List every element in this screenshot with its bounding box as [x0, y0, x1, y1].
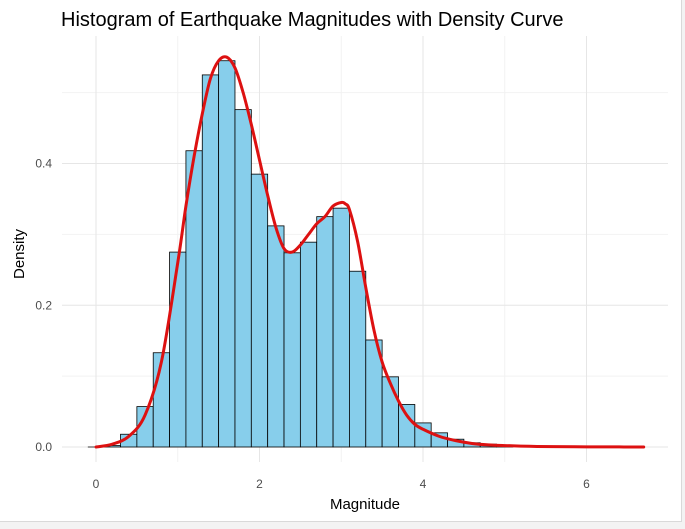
y-tick-label: 0.0 [35, 440, 52, 454]
histogram-bar [250, 173, 269, 448]
histogram-bar [201, 74, 220, 448]
x-tick-label: 2 [256, 477, 263, 491]
histogram-bar [349, 270, 367, 448]
histogram-bar [283, 252, 301, 448]
histogram-bar [234, 109, 252, 448]
x-tick-label: 4 [420, 477, 427, 491]
density-curve [94, 55, 646, 449]
x-axis-title: Magnitude [330, 496, 400, 513]
histogram-bar [267, 225, 285, 448]
histogram-bar [316, 216, 334, 448]
x-tick-label: 6 [583, 477, 590, 491]
histogram-bar [381, 376, 399, 448]
y-tick-label: 0.4 [35, 157, 52, 171]
density-curve-layer [94, 55, 646, 449]
histogram-bar [299, 241, 318, 448]
chart-title: Histogram of Earthquake Magnitudes with … [61, 9, 563, 31]
x-tick-label: 0 [93, 477, 100, 491]
y-tick-label: 0.2 [35, 298, 52, 312]
histogram-bars [87, 60, 514, 448]
histogram-chart: 0 2 4 6 0.0 0.2 0.4 Histogram of Earthquake Ma… [11, 9, 668, 513]
histogram-bar [332, 207, 350, 448]
histogram-bar [398, 404, 416, 448]
histogram-bar [169, 251, 187, 448]
y-axis-title: Density [11, 228, 28, 279]
tick-labels: 0 2 4 6 0.0 0.2 0.4 [35, 157, 590, 492]
histogram-bar [218, 60, 236, 448]
